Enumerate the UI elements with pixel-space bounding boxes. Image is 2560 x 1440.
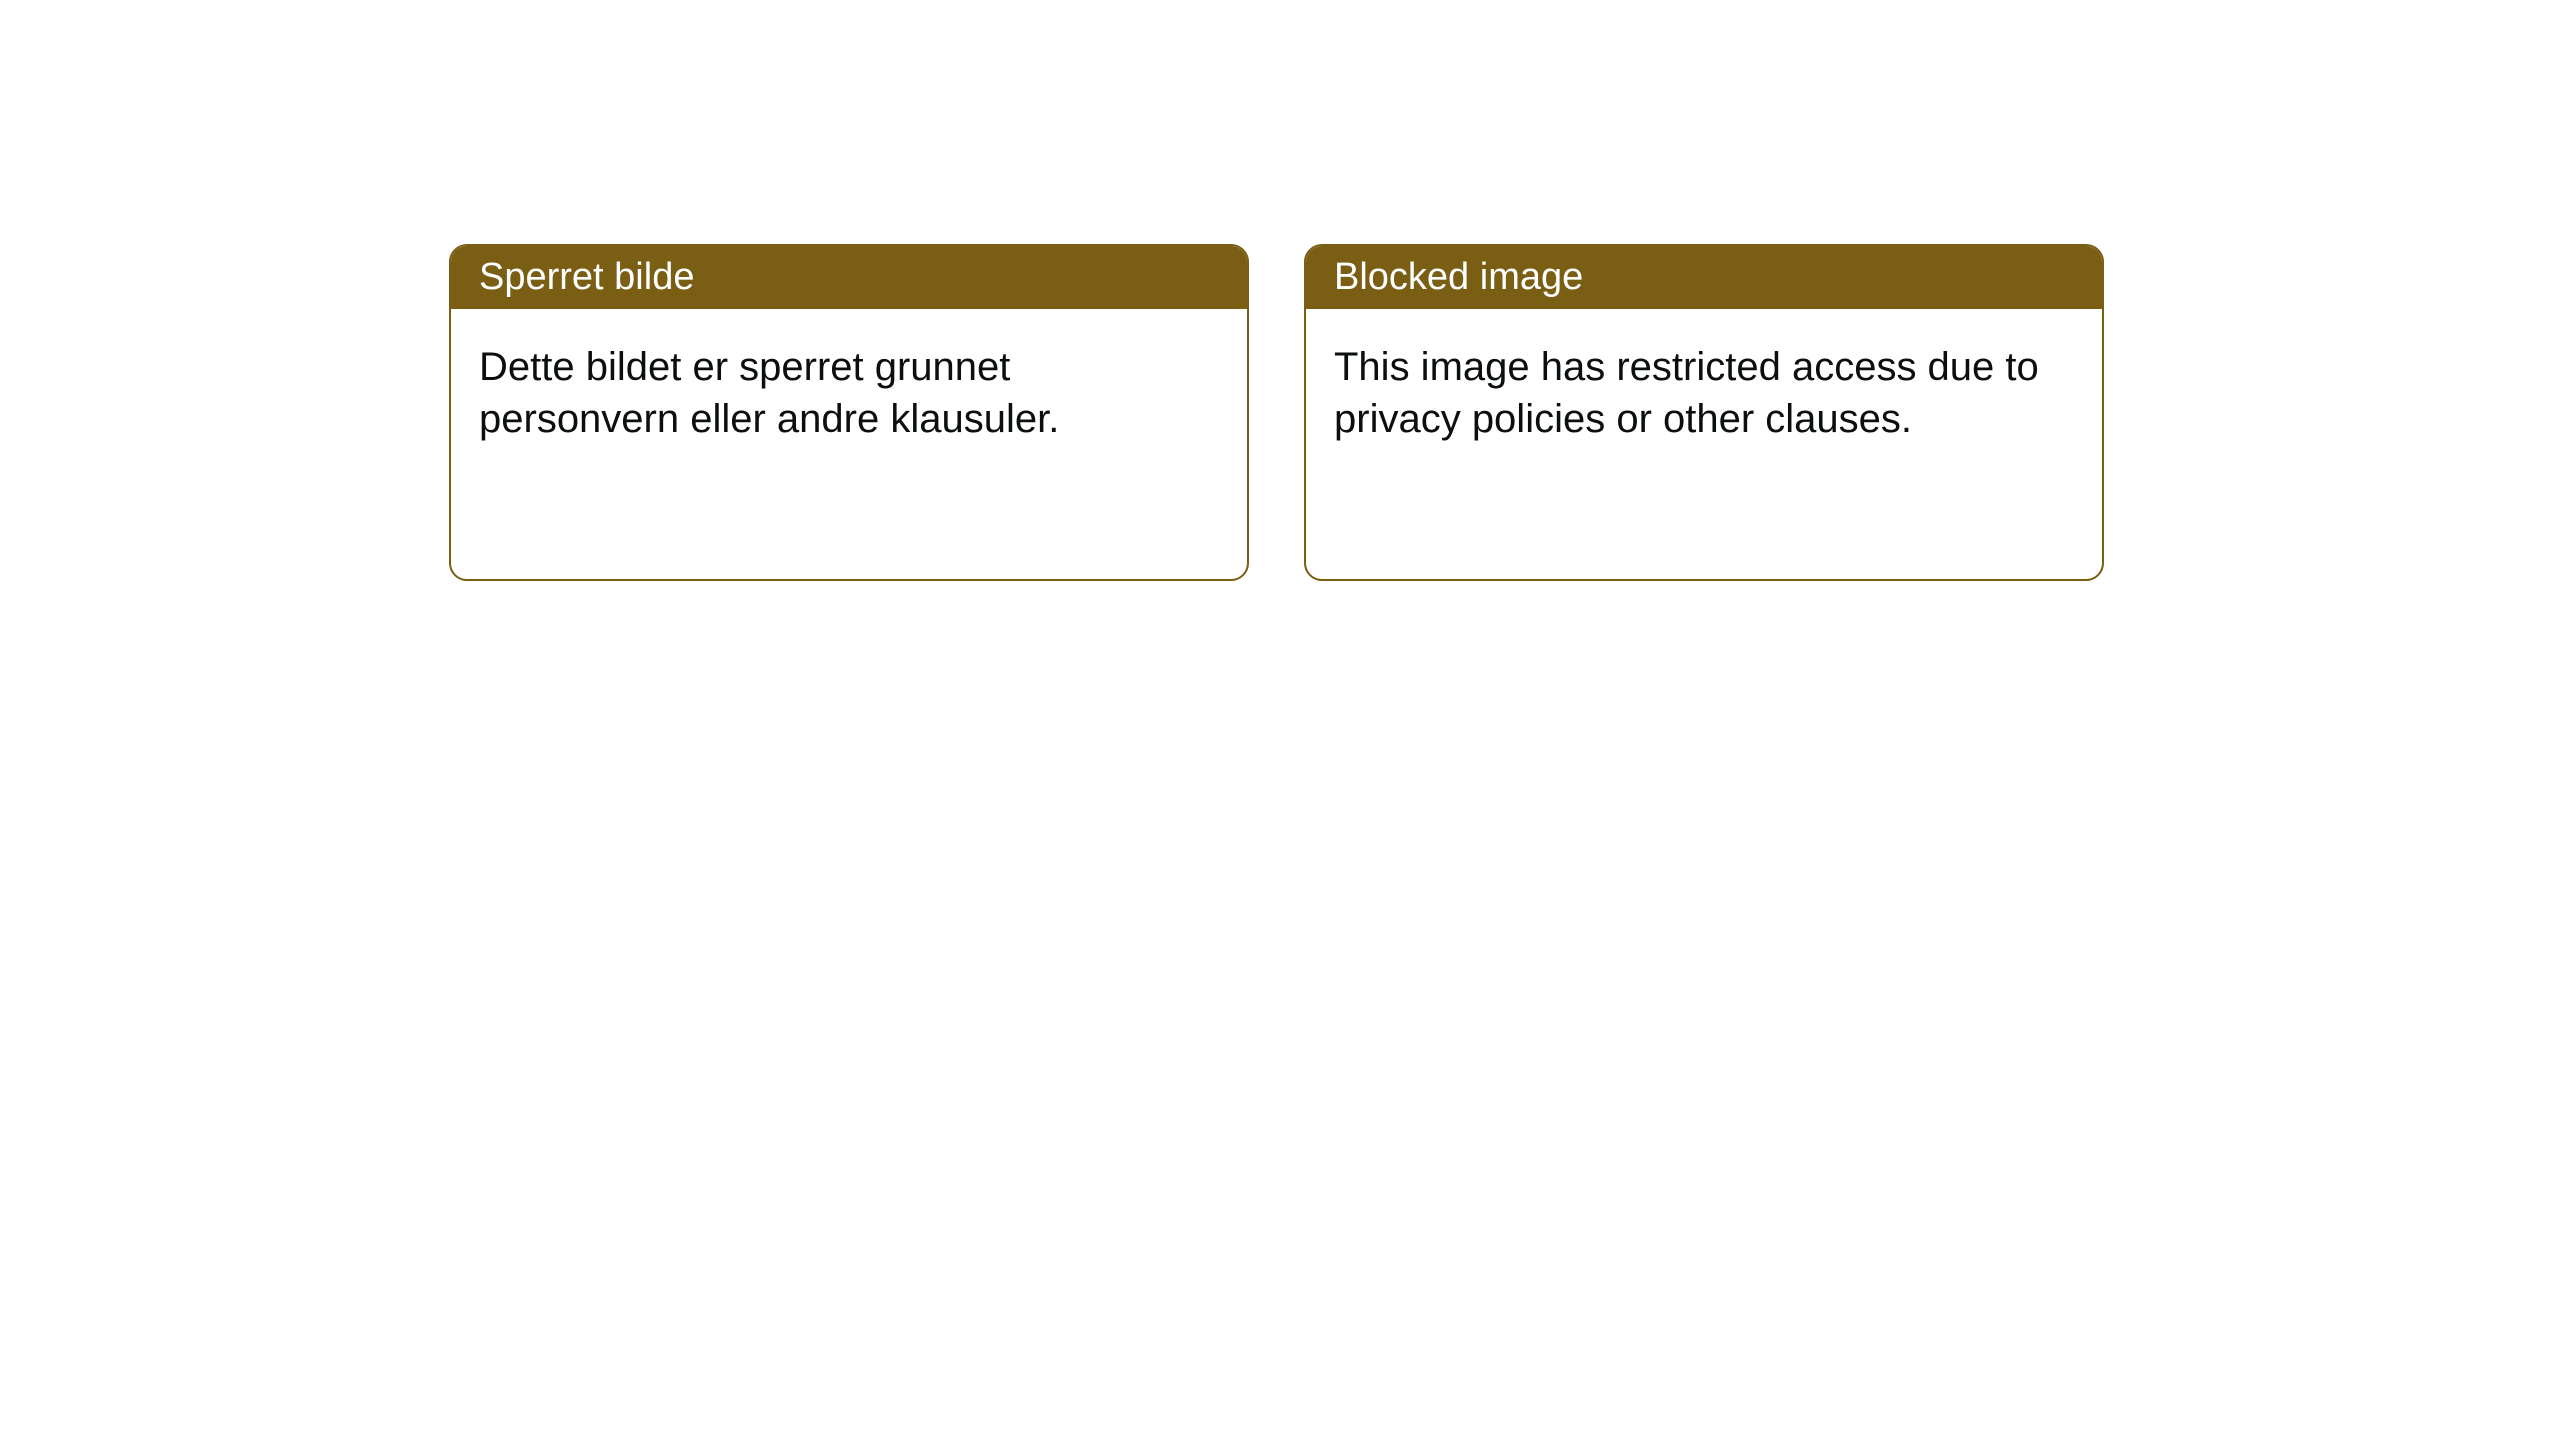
notice-card-no: Sperret bilde Dette bildet er sperret gr… — [449, 244, 1249, 581]
notice-container: Sperret bilde Dette bildet er sperret gr… — [449, 244, 2104, 581]
notice-card-body: Dette bildet er sperret grunnet personve… — [451, 309, 1247, 579]
notice-card-header: Blocked image — [1306, 246, 2102, 309]
notice-card-title: Blocked image — [1334, 256, 1583, 298]
notice-card-en: Blocked image This image has restricted … — [1304, 244, 2104, 581]
notice-card-body: This image has restricted access due to … — [1306, 309, 2102, 579]
notice-card-text: Dette bildet er sperret grunnet personve… — [479, 345, 1059, 441]
notice-card-title: Sperret bilde — [479, 256, 694, 298]
notice-card-text: This image has restricted access due to … — [1334, 345, 2039, 441]
notice-card-header: Sperret bilde — [451, 246, 1247, 309]
